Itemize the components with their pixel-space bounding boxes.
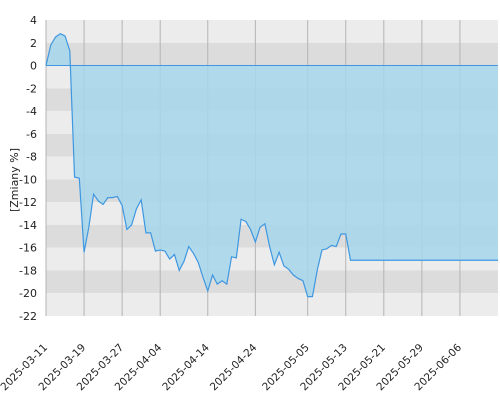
grid-band (46, 270, 498, 294)
series-line (45, 32, 498, 298)
y-tick-label: -4 (26, 105, 37, 118)
y-axis-label: [Zmiany %] (8, 148, 21, 212)
y-tick-label: -2 (26, 82, 37, 95)
y-tick-label: -14 (19, 219, 37, 232)
x-tick-label: 2025-04-14 (160, 341, 212, 393)
grid-band (46, 20, 498, 43)
grid-band (46, 293, 498, 316)
y-tick-label: 2 (30, 37, 37, 50)
series-area (45, 32, 498, 298)
y-tick-labels: 4 2 0 -2 -4 -6 -8 -10 -12 -14 -16 -18 -20 -22 (19, 14, 37, 323)
y-tick-label: -16 (19, 242, 37, 255)
series-fill (46, 33, 498, 297)
y-tick-label: -22 (19, 310, 37, 323)
y-tick-label: -6 (26, 128, 37, 141)
y-tick-label: -10 (19, 173, 37, 186)
y-tick-label: -8 (26, 151, 37, 164)
grid-band (46, 42, 498, 66)
x-tick-labels: 2025-03-112025-03-192025-03-272025-04-04… (0, 341, 464, 393)
x-tick-label: 2025-04-24 (208, 341, 260, 393)
y-tick-label: -18 (19, 264, 37, 277)
y-tick-label: 4 (30, 14, 37, 27)
y-tick-label: -12 (19, 196, 37, 209)
y-tick-label: 0 (30, 60, 37, 73)
y-tick-label: -20 (19, 287, 37, 300)
